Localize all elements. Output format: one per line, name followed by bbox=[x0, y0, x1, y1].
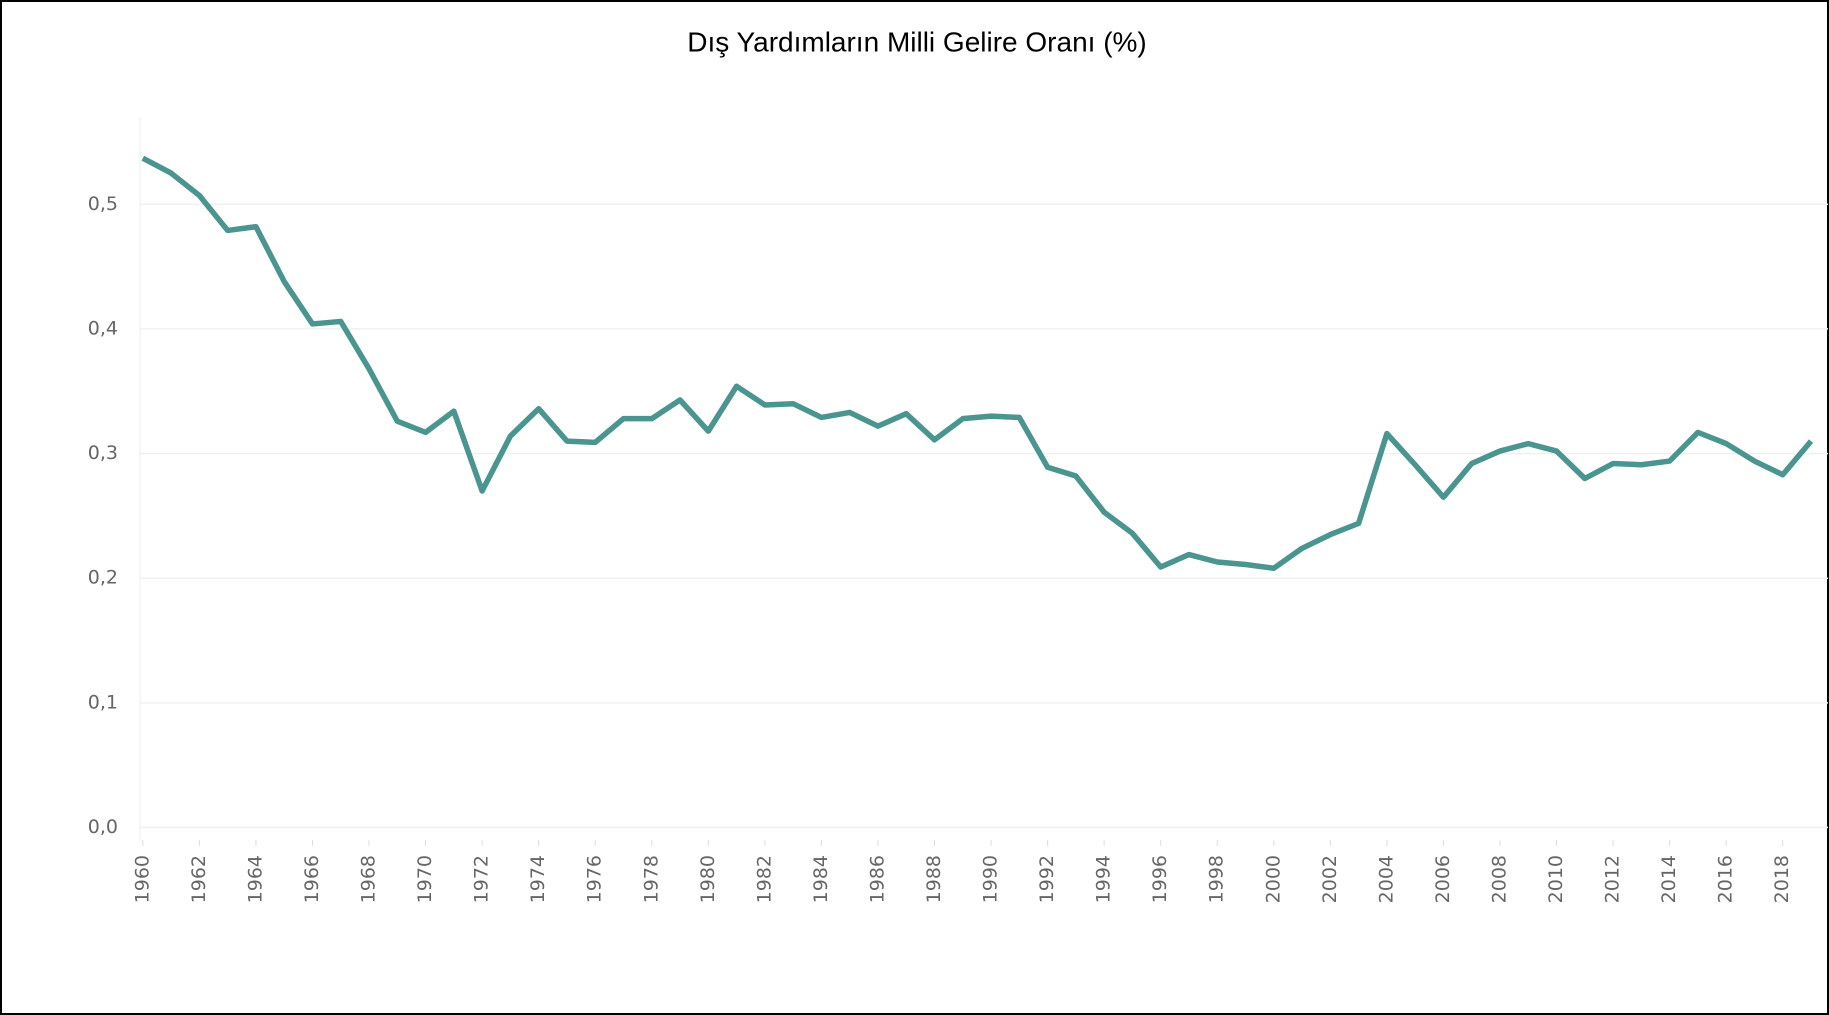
y-tick-label: 0,4 bbox=[88, 317, 118, 339]
x-tick-label: 1978 bbox=[640, 855, 662, 903]
y-tick-label: 0,2 bbox=[88, 567, 118, 589]
x-tick-label: 1990 bbox=[980, 855, 1002, 903]
y-tick-label: 0,1 bbox=[88, 691, 118, 713]
x-tick-label: 2010 bbox=[1545, 855, 1567, 903]
x-tick-label: 2008 bbox=[1488, 855, 1510, 903]
x-tick-label: 1988 bbox=[923, 855, 945, 903]
x-tick-label: 2018 bbox=[1771, 855, 1793, 903]
x-tick-label: 2014 bbox=[1658, 855, 1680, 903]
x-tick-label: 1972 bbox=[471, 855, 493, 903]
x-tick-label: 1960 bbox=[131, 855, 153, 903]
x-tick-label: 1970 bbox=[414, 855, 436, 903]
x-tick-label: 1964 bbox=[244, 855, 266, 903]
x-tick-label: 2006 bbox=[1432, 855, 1454, 903]
x-tick-label: 2002 bbox=[1319, 855, 1341, 903]
x-tick-label: 1962 bbox=[188, 855, 210, 903]
x-tick-label: 1994 bbox=[1093, 855, 1115, 903]
line-series bbox=[141, 155, 1814, 572]
chart-title: Dış Yardımların Milli Gelire Oranı (%) bbox=[687, 26, 1147, 57]
x-tick-label: 1986 bbox=[866, 855, 888, 903]
x-tick-label: 2000 bbox=[1262, 855, 1284, 903]
x-tick-label: 1974 bbox=[527, 855, 549, 903]
x-tick-label: 1992 bbox=[1036, 855, 1058, 903]
x-tick-label: 1984 bbox=[810, 855, 832, 903]
x-tick-label: 1998 bbox=[1206, 855, 1228, 903]
x-tick-label: 1976 bbox=[584, 855, 606, 903]
y-tick-label: 0,0 bbox=[88, 816, 118, 838]
x-tick-label: 1966 bbox=[301, 855, 323, 903]
x-tick-label: 2016 bbox=[1715, 855, 1737, 903]
x-tick-label: 2012 bbox=[1602, 855, 1624, 903]
x-tick-label: 2004 bbox=[1375, 855, 1397, 903]
y-tick-label: 0,5 bbox=[88, 193, 118, 215]
x-tick-label: 1996 bbox=[1149, 855, 1171, 903]
x-tick-label: 1980 bbox=[697, 855, 719, 903]
x-tick-label: 1982 bbox=[753, 855, 775, 903]
x-tick-label: 1968 bbox=[358, 855, 380, 903]
y-tick-label: 0,3 bbox=[88, 442, 118, 464]
